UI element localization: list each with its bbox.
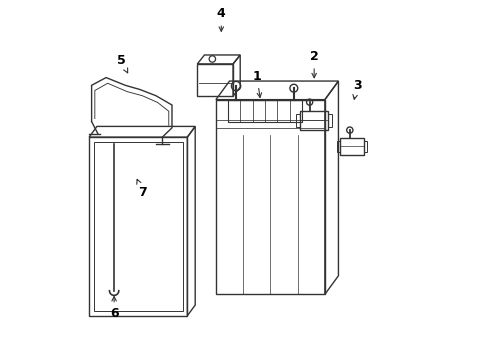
Text: 1: 1 xyxy=(252,70,261,98)
Text: 2: 2 xyxy=(309,50,318,78)
Text: 3: 3 xyxy=(352,79,361,99)
Text: 4: 4 xyxy=(217,8,225,31)
Text: 5: 5 xyxy=(117,54,127,73)
Text: 7: 7 xyxy=(137,179,147,199)
Text: 6: 6 xyxy=(110,297,118,320)
